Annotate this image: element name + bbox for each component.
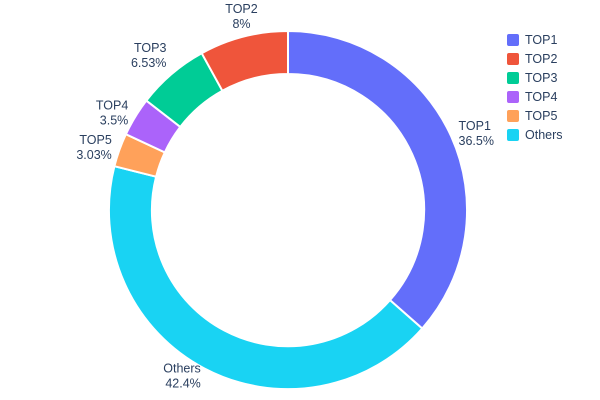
legend-label: TOP2 [525, 52, 558, 66]
pie-slice-top2[interactable] [200, 29, 289, 93]
legend-label: Others [525, 128, 563, 142]
legend-label: TOP4 [525, 90, 558, 104]
legend-swatch-top5 [507, 110, 519, 122]
legend-item-top3[interactable]: TOP3 [507, 72, 563, 84]
legend-item-top4[interactable]: TOP4 [507, 91, 563, 103]
slice-label-top3: TOP3 6.53% [131, 41, 167, 70]
legend-swatch-top1 [507, 34, 519, 46]
legend-label: TOP1 [525, 33, 558, 47]
pie-slice-others[interactable] [107, 164, 424, 391]
slice-label-top1: TOP1 36.5% [459, 119, 494, 148]
legend-label: TOP3 [525, 71, 558, 85]
legend-item-others[interactable]: Others [507, 129, 563, 141]
pie-slice-top1[interactable] [287, 29, 469, 330]
chart-legend: TOP1 TOP2 TOP3 TOP4 TOP5 Others [507, 34, 563, 141]
legend-item-top5[interactable]: TOP5 [507, 110, 563, 122]
legend-swatch-top4 [507, 91, 519, 103]
slice-label-others: Others 42.4% [163, 361, 201, 390]
legend-swatch-others [507, 129, 519, 141]
legend-item-top2[interactable]: TOP2 [507, 53, 563, 65]
legend-item-top1[interactable]: TOP1 [507, 34, 563, 46]
slice-label-top4: TOP4 3.5% [96, 99, 128, 128]
slice-label-top2: TOP2 8% [225, 2, 257, 31]
legend-swatch-top2 [507, 53, 519, 65]
legend-swatch-top3 [507, 72, 519, 84]
slice-label-top5: TOP5 3.03% [76, 133, 112, 162]
legend-label: TOP5 [525, 109, 558, 123]
